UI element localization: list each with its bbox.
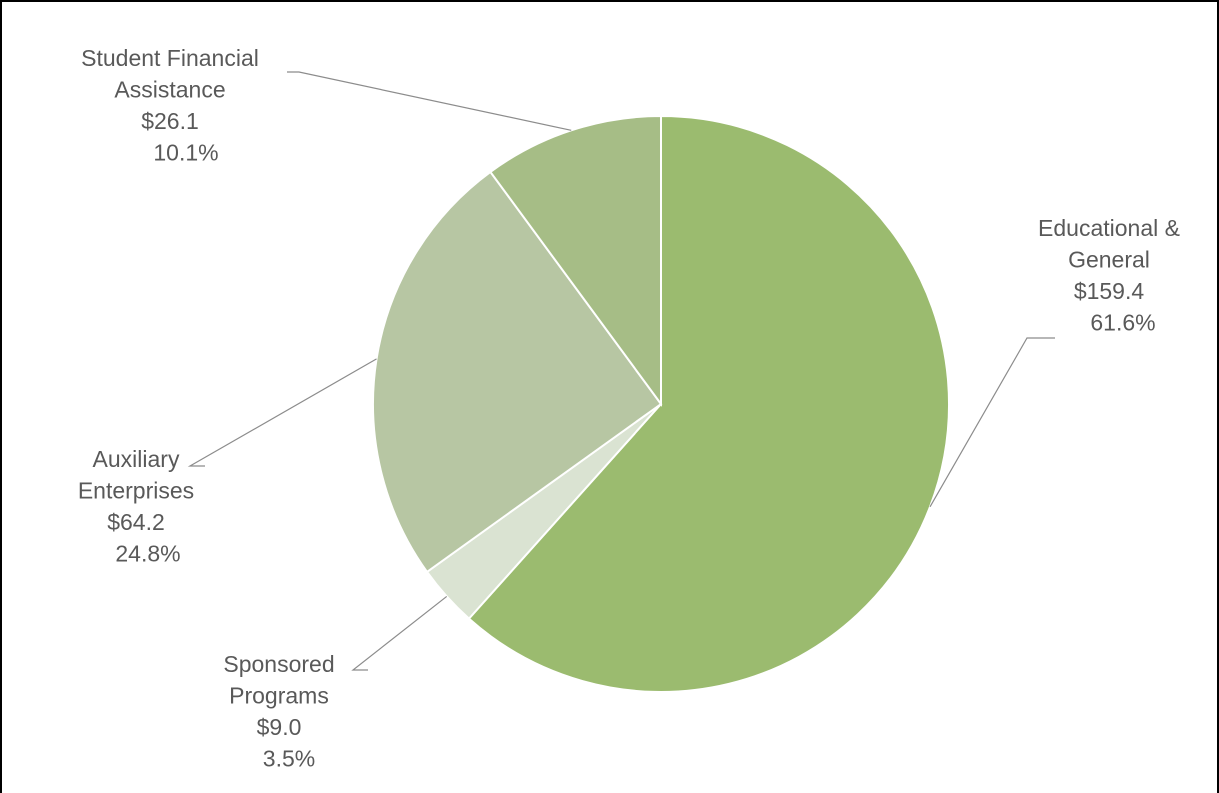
data-label: Educational & General $159.4 61.6% xyxy=(1038,215,1180,336)
slice-percent-label: 24.8% xyxy=(115,541,180,567)
data-label: Auxiliary Enterprises $64.2 24.8% xyxy=(78,446,194,567)
slice-name-label: Enterprises xyxy=(78,478,194,504)
slice-percent-label: 61.6% xyxy=(1090,310,1155,336)
slice-value-label: $26.1 xyxy=(141,108,199,134)
pie-slice-student-financial-assistance xyxy=(489,114,662,408)
slice-value-label: $9.0 xyxy=(257,714,302,740)
slice-name-label: General xyxy=(1068,247,1150,273)
leader-line xyxy=(187,358,377,467)
slice-name-label: Assistance xyxy=(114,77,225,103)
slice-name-label: Student Financial xyxy=(81,45,259,71)
leader-line xyxy=(287,71,572,131)
data-label: Student Financial Assistance $26.1 10.1% xyxy=(81,45,259,166)
slice-name-label: Educational & xyxy=(1038,215,1180,241)
leader-line xyxy=(351,595,448,671)
slice-value-label: $159.4 xyxy=(1074,278,1145,304)
pie-slice-educational-general xyxy=(467,114,950,693)
data-label: Sponsored Programs $9.0 3.5% xyxy=(223,651,334,772)
slice-name-label: Auxiliary xyxy=(93,446,180,472)
slice-value-label: $64.2 xyxy=(107,509,165,535)
slice-percent-label: 3.5% xyxy=(263,746,315,772)
slice-name-label: Sponsored xyxy=(223,651,334,677)
leader-line xyxy=(929,337,1055,508)
slice-name-label: Programs xyxy=(229,683,329,709)
slice-percent-label: 10.1% xyxy=(153,140,218,166)
